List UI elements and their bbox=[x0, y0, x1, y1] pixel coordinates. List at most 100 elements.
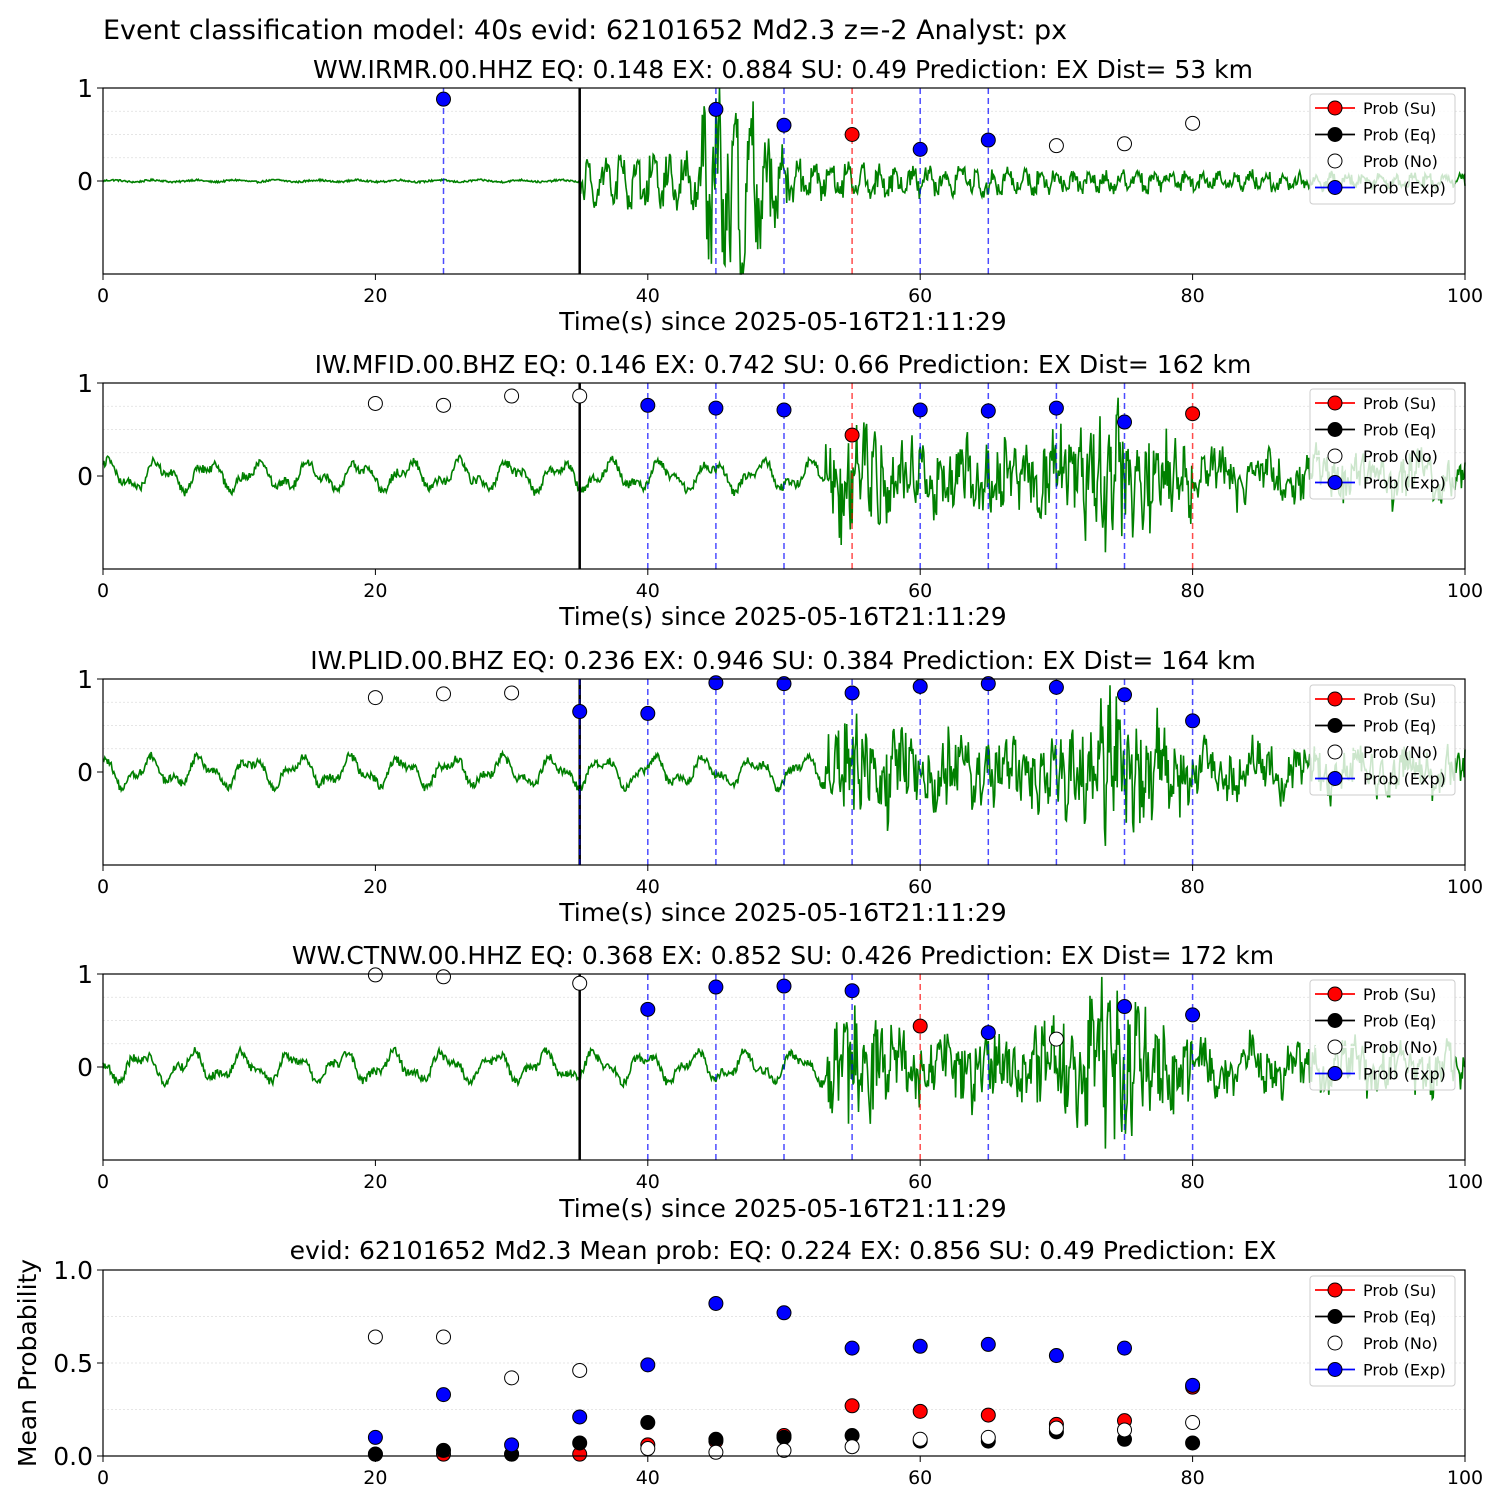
y-tick-label: 1 bbox=[77, 665, 93, 694]
mean-prob-point-eq bbox=[1185, 1435, 1201, 1451]
axes-frame bbox=[102, 1269, 1466, 1457]
prob-point-exp bbox=[776, 117, 792, 133]
mean-prob-point-exp bbox=[640, 1357, 656, 1373]
y-tick-label: 1 bbox=[77, 369, 93, 398]
y-tick-label: 0.0 bbox=[53, 1442, 93, 1471]
x-axis-label: Time(s) since 2025-05-16T21:11:29 bbox=[558, 898, 1006, 927]
prob-point-exp bbox=[980, 403, 996, 419]
prob-point-no bbox=[572, 388, 588, 404]
panel-title: evid: 62101652 Md2.3 Mean prob: EQ: 0.22… bbox=[290, 1236, 1277, 1265]
waveform-trace bbox=[102, 397, 1466, 553]
legend-label: Prob (No) bbox=[1363, 447, 1438, 466]
legend-label: Prob (No) bbox=[1363, 1334, 1438, 1353]
prob-point-exp bbox=[980, 1025, 996, 1041]
legend-marker-no bbox=[1327, 448, 1343, 464]
mean-prob-point-eq bbox=[436, 1442, 451, 1458]
legend-marker-eq bbox=[1327, 422, 1343, 437]
mean-prob-point-exp bbox=[776, 1305, 792, 1321]
mean-prob-point-exp bbox=[1048, 1348, 1064, 1364]
figure-title: Event classification model: 40s evid: 62… bbox=[103, 15, 1067, 46]
legend-label: Prob (Su) bbox=[1363, 394, 1436, 413]
prob-point-exp bbox=[1048, 400, 1064, 416]
prob-point-exp bbox=[1117, 999, 1132, 1015]
legend-marker-no bbox=[1327, 153, 1343, 169]
panel-title: WW.IRMR.00.HHZ EQ: 0.148 EX: 0.884 SU: 0… bbox=[313, 55, 1253, 84]
mean-prob-point-no bbox=[367, 1329, 383, 1345]
mean-prob-point-no bbox=[1048, 1420, 1064, 1436]
prob-point-no bbox=[572, 975, 588, 991]
legend-label: Prob (Su) bbox=[1363, 1281, 1436, 1300]
mean-prob-point-no bbox=[504, 1370, 520, 1386]
legend-marker-exp bbox=[1327, 180, 1343, 195]
mean-prob-point-no bbox=[776, 1442, 792, 1458]
mean-prob-point-no bbox=[844, 1439, 860, 1455]
mean-prob-point-exp bbox=[912, 1338, 928, 1354]
mean-prob-point-no bbox=[912, 1431, 928, 1447]
legend-marker-su bbox=[1327, 691, 1343, 707]
y-tick-label: 1.0 bbox=[53, 1256, 93, 1285]
axes-frame bbox=[102, 382, 1466, 570]
prob-point-exp bbox=[1117, 687, 1132, 703]
x-tick-label: 80 bbox=[1181, 876, 1205, 898]
mean-prob-point-no bbox=[572, 1362, 588, 1378]
mean-prob-point-exp bbox=[436, 1387, 451, 1403]
legend-marker-eq bbox=[1327, 127, 1343, 142]
waveform-trace bbox=[102, 976, 1466, 1149]
prob-point-su bbox=[1185, 406, 1201, 422]
x-axis-label: Time(s) since 2025-05-16T21:11:29 bbox=[558, 1194, 1006, 1223]
legend-label: Prob (Eq) bbox=[1363, 717, 1436, 736]
legend-marker-no bbox=[1327, 744, 1343, 760]
x-tick-label: 60 bbox=[908, 1171, 932, 1193]
prob-point-exp bbox=[912, 402, 928, 418]
plot-area: 0 20 40 60 80 100 1 0 Prob (Su) Prob (Eq) Prob (No… bbox=[77, 74, 1483, 307]
mean-prob-point-exp bbox=[708, 1295, 724, 1311]
panel-title: IW.PLID.00.BHZ EQ: 0.236 EX: 0.946 SU: 0… bbox=[310, 646, 1256, 675]
legend-marker-su bbox=[1327, 395, 1343, 411]
plot-area: 0 20 40 60 80 100 1 0 Prob (Su) Prob (Eq) Prob (No… bbox=[77, 369, 1483, 602]
legend-box bbox=[1309, 93, 1456, 205]
x-tick-label: 60 bbox=[908, 1467, 932, 1489]
prob-point-exp bbox=[708, 101, 724, 117]
prob-point-no bbox=[1117, 136, 1132, 152]
prob-point-no bbox=[367, 395, 383, 411]
x-tick-label: 80 bbox=[1181, 1171, 1205, 1193]
legend-label: Prob (Eq) bbox=[1363, 1308, 1436, 1327]
mean-prob-point-eq bbox=[640, 1415, 656, 1431]
prob-point-exp bbox=[1185, 713, 1201, 729]
plot-area: 0 20 40 60 80 100 1 0 Prob (Su) Prob (Eq) Prob (No… bbox=[77, 960, 1483, 1193]
y-tick-label: 1 bbox=[77, 74, 93, 103]
plot-area: 0 20 40 60 80 100 1 0 Prob (Su) Prob (Eq) Prob (No… bbox=[77, 665, 1483, 898]
prob-point-no bbox=[1048, 1031, 1064, 1047]
x-tick-label: 80 bbox=[1181, 285, 1205, 307]
axes-frame bbox=[102, 678, 1466, 866]
legend-marker-eq bbox=[1327, 1309, 1343, 1324]
mean-prob-point-exp bbox=[504, 1437, 520, 1453]
x-tick-label: 0 bbox=[97, 580, 109, 602]
x-tick-label: 0 bbox=[97, 285, 109, 307]
y-tick-label: 0.5 bbox=[53, 1349, 93, 1378]
prob-point-no bbox=[504, 685, 520, 701]
legend-label: Prob (Eq) bbox=[1363, 1012, 1436, 1031]
prob-point-exp bbox=[776, 676, 792, 692]
x-tick-label: 20 bbox=[363, 1171, 387, 1193]
prob-point-exp bbox=[776, 978, 792, 994]
legend-label: Prob (Exp) bbox=[1363, 179, 1446, 198]
legend-label: Prob (Exp) bbox=[1363, 474, 1446, 493]
panel-plid: IW.PLID.00.BHZ EQ: 0.236 EX: 0.946 SU: 0… bbox=[77, 646, 1483, 927]
x-tick-label: 20 bbox=[363, 285, 387, 307]
legend-label: Prob (Eq) bbox=[1363, 126, 1436, 145]
legend-box bbox=[1309, 979, 1456, 1091]
x-tick-label: 60 bbox=[908, 580, 932, 602]
legend-marker-no bbox=[1327, 1335, 1343, 1351]
prob-point-exp bbox=[708, 979, 724, 995]
prob-point-no bbox=[367, 967, 383, 983]
y-tick-label: 0 bbox=[77, 1053, 93, 1082]
legend-marker-no bbox=[1327, 1039, 1343, 1055]
prob-point-no bbox=[436, 969, 451, 985]
legend-label: Prob (Su) bbox=[1363, 99, 1436, 118]
legend-box bbox=[1309, 684, 1456, 796]
panel-ctnw: WW.CTNW.00.HHZ EQ: 0.368 EX: 0.852 SU: 0… bbox=[77, 941, 1483, 1223]
x-tick-label: 40 bbox=[636, 580, 660, 602]
mean-prob-point-no bbox=[640, 1441, 656, 1457]
